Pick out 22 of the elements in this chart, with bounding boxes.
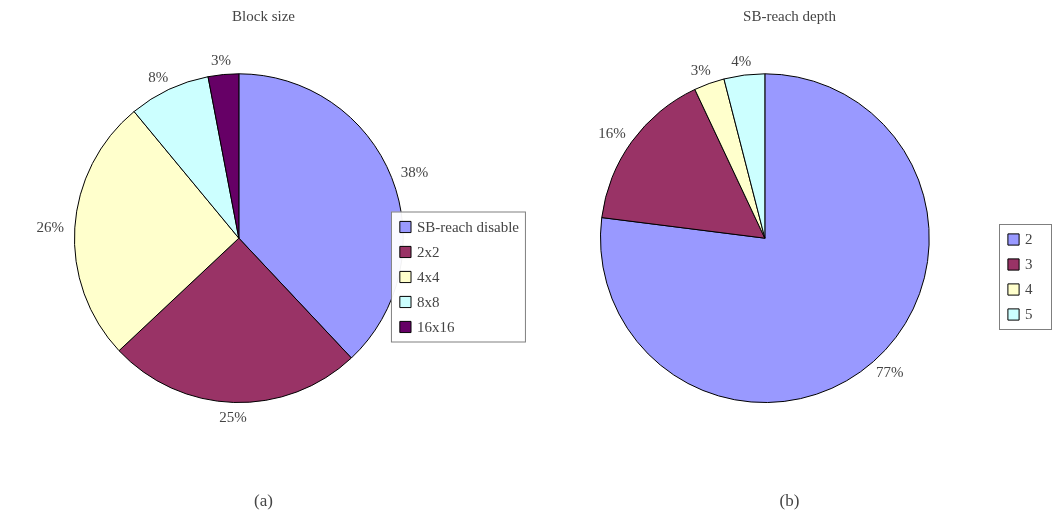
chart-title: Block size	[232, 7, 296, 24]
data-label: 8%	[148, 68, 169, 85]
text: (a)	[254, 490, 273, 510]
data-label: 26%	[36, 218, 64, 235]
legend-label: 4x4	[416, 268, 440, 285]
legend-label: 3	[1025, 255, 1034, 273]
legend-label: 2	[1025, 230, 1034, 248]
data-label: 38%	[400, 164, 429, 181]
legend-label: 8x8	[416, 293, 440, 310]
legend-label: 5	[1025, 305, 1034, 323]
legend-label: SB-reach disable	[416, 218, 519, 235]
data-label: 77%	[876, 364, 904, 381]
data-label: 4%	[731, 52, 752, 69]
legend-label: 2x2	[416, 243, 440, 260]
data-label: 25%	[219, 408, 247, 425]
data-label: 3%	[690, 62, 711, 79]
legend-label: 4	[1025, 280, 1034, 298]
legend-label: 16x16	[416, 318, 455, 335]
chart-title: SB-reach depth	[743, 7, 837, 24]
data-label: 16%	[598, 125, 626, 142]
text: (b)	[779, 490, 800, 510]
data-label: 3%	[211, 52, 232, 69]
